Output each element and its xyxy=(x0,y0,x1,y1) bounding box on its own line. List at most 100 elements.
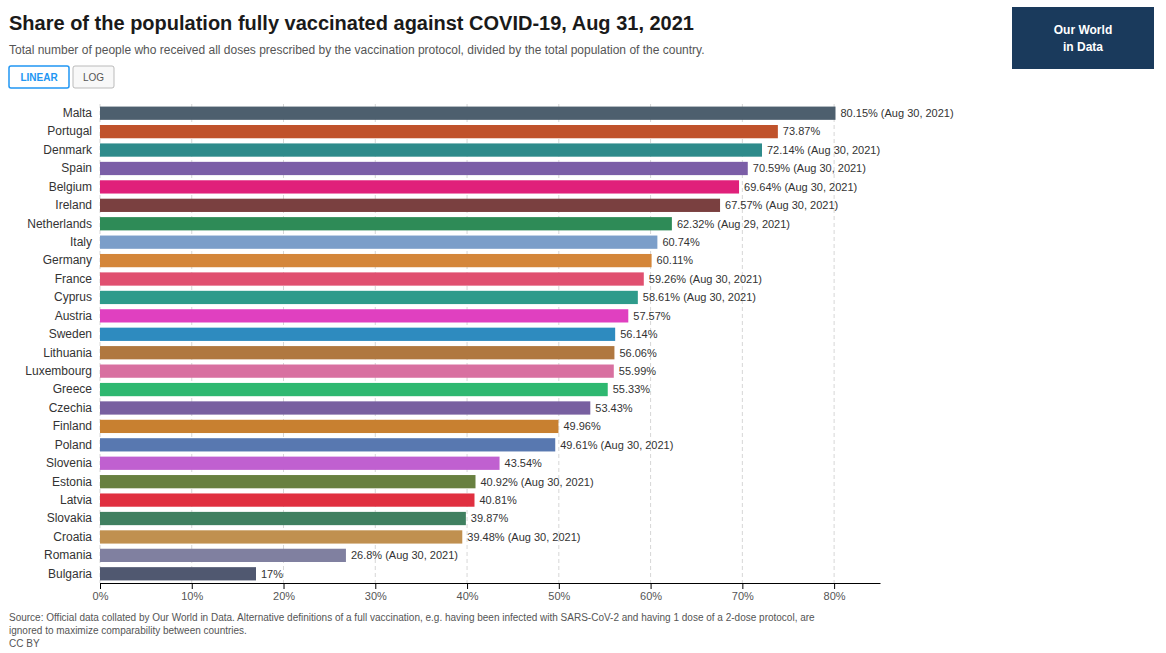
data-label: 40.81% xyxy=(479,494,517,506)
bar xyxy=(100,162,748,175)
plot: 80.15% (Aug 30, 2021)73.87%72.14% (Aug 3… xyxy=(25,104,953,602)
x-tick: 10% xyxy=(181,583,203,602)
data-label: 70.59% (Aug 30, 2021) xyxy=(753,162,866,174)
y-tick: Bulgaria xyxy=(48,567,100,581)
x-tick: 50% xyxy=(548,583,570,602)
grid-line xyxy=(100,104,101,583)
bar xyxy=(100,272,644,285)
button-frame[interactable] xyxy=(9,66,69,88)
data-label: 62.32% (Aug 29, 2021) xyxy=(677,218,790,230)
y-tick-label: Italy xyxy=(70,235,92,249)
grid-line xyxy=(742,104,743,583)
y-tick-label: Slovakia xyxy=(47,511,93,525)
y-tick: Malta xyxy=(63,106,100,120)
button-frame[interactable] xyxy=(73,66,114,88)
y-tick: Germany xyxy=(43,253,100,267)
data-label: 67.57% (Aug 30, 2021) xyxy=(725,199,838,211)
button-label[interactable]: LOG xyxy=(83,72,104,83)
bar xyxy=(100,180,739,193)
y-tick-label: France xyxy=(55,272,93,286)
x-axis-line xyxy=(101,583,881,584)
bar xyxy=(100,401,590,414)
x-tick-line xyxy=(742,583,743,589)
bar xyxy=(100,567,256,580)
x-tick: 60% xyxy=(640,583,662,602)
bar xyxy=(100,549,346,562)
bar xyxy=(100,420,558,433)
y-tick-label: Latvia xyxy=(60,493,92,507)
y-axis: MaltaPortugalDenmarkSpainBelgiumIrelandN… xyxy=(25,106,100,581)
button-linear[interactable]: LINEAR xyxy=(9,66,69,88)
text-line: Our World xyxy=(1054,23,1112,37)
bar xyxy=(100,530,462,543)
bar xyxy=(100,346,614,359)
y-tick: Lithuania xyxy=(43,346,100,360)
y-tick: Slovakia xyxy=(47,511,100,525)
data-label: 55.33% xyxy=(613,383,651,395)
x-tick-label: 70% xyxy=(732,590,754,602)
button-label[interactable]: LINEAR xyxy=(20,72,58,83)
y-tick: Ireland xyxy=(55,198,100,212)
x-tick: 0% xyxy=(93,583,109,602)
y-tick: Portugal xyxy=(47,124,100,138)
x-axis: 0%10%20%30%40%50%60%70%80% xyxy=(93,583,881,602)
y-tick-label: Romania xyxy=(44,548,92,562)
bar xyxy=(100,217,672,230)
bar xyxy=(100,236,657,249)
logo: Our World in Data xyxy=(1012,7,1154,69)
x-tick-line xyxy=(100,583,101,589)
x-tick-label: 80% xyxy=(824,590,846,602)
grid-line xyxy=(467,104,468,583)
data-labels: 80.15% (Aug 30, 2021)73.87%72.14% (Aug 3… xyxy=(261,107,954,580)
y-tick: Belgium xyxy=(49,180,100,194)
grid-line xyxy=(191,104,192,583)
bar xyxy=(100,493,474,506)
logo-text: Our World in Data xyxy=(1054,23,1112,54)
y-tick-label: Greece xyxy=(53,382,93,396)
y-tick-label: Spain xyxy=(61,161,92,175)
button-log[interactable]: LOG xyxy=(73,66,114,88)
data-label: 49.96% xyxy=(563,420,601,432)
source: Source: Official data collated by Our Wo… xyxy=(9,612,815,649)
x-tick-label: 20% xyxy=(273,590,295,602)
data-label: 60.11% xyxy=(657,254,694,266)
data-label: 73.87% xyxy=(783,125,821,137)
y-tick-label: Slovenia xyxy=(46,456,92,470)
bar xyxy=(100,107,835,120)
y-tick: Slovenia xyxy=(46,456,100,470)
grid-line xyxy=(834,104,835,583)
bar xyxy=(100,457,500,470)
bar xyxy=(100,143,762,156)
grid-line xyxy=(375,104,376,583)
y-tick-label: Bulgaria xyxy=(48,567,92,581)
text-line: CC BY xyxy=(9,638,40,649)
y-tick: Latvia xyxy=(60,493,100,507)
text-line: in Data xyxy=(1063,40,1103,54)
x-tick-label: 10% xyxy=(181,590,203,602)
logo-box xyxy=(1012,7,1154,69)
data-label: 56.06% xyxy=(619,347,657,359)
y-tick: Italy xyxy=(70,235,100,249)
y-tick-label: Finland xyxy=(53,419,92,433)
x-tick-line xyxy=(559,583,560,589)
y-tick: Cyprus xyxy=(54,290,100,304)
bar xyxy=(100,365,614,378)
bar xyxy=(100,254,652,267)
y-tick-label: Croatia xyxy=(53,530,92,544)
x-tick-label: 40% xyxy=(457,590,479,602)
grid-line xyxy=(283,104,284,583)
y-tick-label: Denmark xyxy=(43,143,93,157)
y-tick: Spain xyxy=(61,161,100,175)
data-label: 55.99% xyxy=(619,365,657,377)
y-tick: Austria xyxy=(55,309,100,323)
y-tick: France xyxy=(55,272,100,286)
x-tick-label: 50% xyxy=(548,590,570,602)
title: Share of the population fully vaccinated… xyxy=(9,12,694,34)
data-label: 80.15% (Aug 30, 2021) xyxy=(840,107,953,119)
bar xyxy=(100,125,778,138)
data-label: 17% xyxy=(261,568,283,580)
subtitle: Total number of people who received all … xyxy=(9,43,705,57)
y-tick: Czechia xyxy=(49,401,100,415)
y-tick: Denmark xyxy=(43,143,100,157)
y-tick-label: Cyprus xyxy=(54,290,92,304)
